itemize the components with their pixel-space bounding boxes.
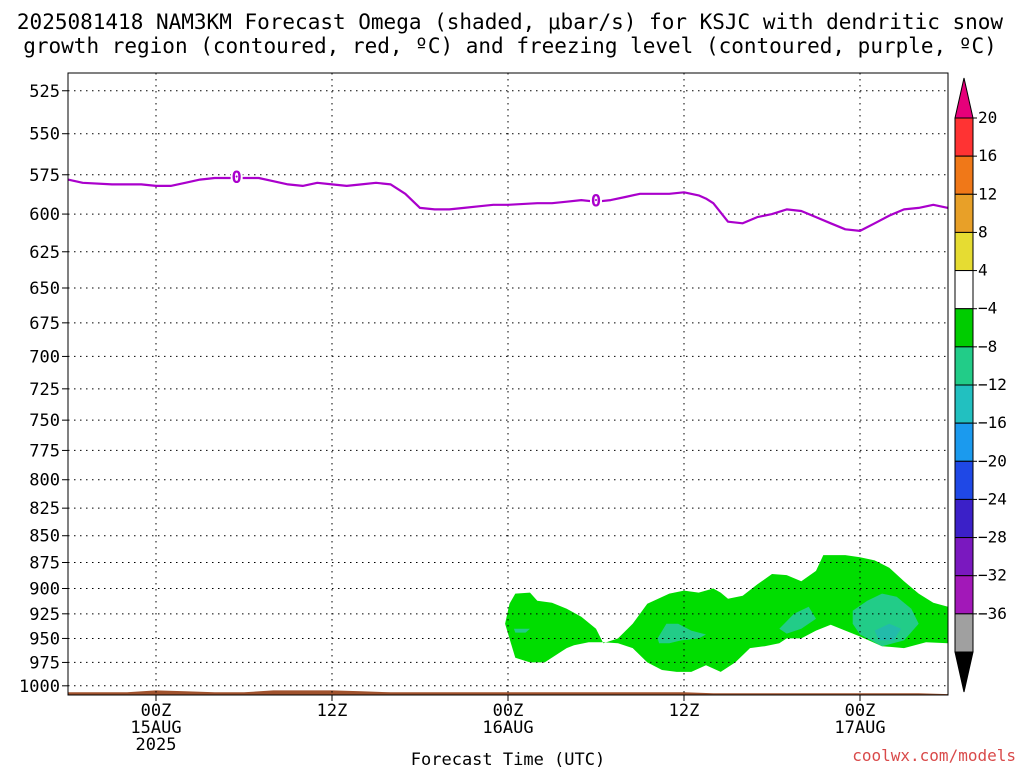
y-tick-label: 800: [29, 471, 60, 491]
colorbar-top-arrow: [954, 77, 974, 119]
omega-region-3: [657, 623, 706, 644]
colorbar-box: [954, 575, 974, 615]
y-tick-label: 575: [29, 166, 60, 186]
chart-title-line2: growth region (contoured, red, ºC) and f…: [23, 34, 997, 58]
y-tick-label: 775: [29, 441, 60, 461]
colorbar: 20 16 12 8 4 −4 −8 −12 −16 −20 −24 −28 −32 −36: [954, 77, 1007, 693]
x-tick-label: 00Z: [493, 701, 524, 721]
y-tick-label: 925: [29, 605, 60, 625]
ground-terrain: [68, 690, 948, 695]
colorbar-label: −4: [978, 299, 997, 318]
colorbar-label: −12: [978, 375, 1007, 394]
colorbar-label: −32: [978, 566, 1007, 585]
x-axis-title: Forecast Time (UTC): [411, 750, 605, 768]
colorbar-box: [954, 384, 974, 424]
omega-region-5: [874, 623, 902, 641]
freezing-label-bg: [590, 193, 602, 210]
chart-title-line1: 2025081418 NAM3KM Forecast Omega (shaded…: [17, 10, 1004, 34]
colorbar-box: [954, 460, 974, 500]
y-axis: 525 550 575 600 625 650 675 700 725 750 775 800 825 8…: [19, 82, 68, 697]
x-tick-label: 16AUG: [482, 718, 533, 738]
colorbar-box: [954, 231, 974, 272]
x-tick-label: 00Z: [141, 701, 172, 721]
x-tick-label: 00Z: [845, 701, 876, 721]
colorbar-label: −8: [978, 337, 997, 356]
omega-region-1: [852, 593, 919, 647]
colorbar-box: [954, 422, 974, 462]
y-tick-label: 875: [29, 553, 60, 573]
y-tick-label: 850: [29, 527, 60, 547]
omega-region-4: [513, 628, 530, 633]
colorbar-box: [954, 613, 974, 653]
colorbar-box: [954, 498, 974, 539]
credit-text: coolwx.com/models: [852, 746, 1016, 765]
colorbar-box: [954, 537, 974, 577]
y-tick-label: 750: [29, 411, 60, 431]
freezing-label-bg: [230, 169, 243, 186]
y-tick-label: 825: [29, 499, 60, 519]
colorbar-label: −28: [978, 528, 1007, 547]
colorbar-box: [954, 155, 974, 195]
colorbar-label: 16: [978, 146, 997, 165]
omega-region-0: [505, 555, 948, 672]
colorbar-bottom-arrow: [954, 651, 974, 693]
y-tick-label: 1000: [19, 677, 60, 697]
colorbar-label: −16: [978, 413, 1007, 432]
freezing-level-label: 0: [591, 192, 601, 212]
y-tick-label: 975: [29, 653, 60, 673]
x-tick-label: 12Z: [317, 701, 348, 721]
y-tick-label: 600: [29, 205, 60, 225]
ground-polygon: [68, 690, 948, 695]
y-tick-label: 525: [29, 82, 60, 102]
x-tick-label: 17AUG: [834, 718, 885, 738]
colorbar-label: 12: [978, 184, 997, 203]
colorbar-label: 4: [978, 261, 988, 280]
colorbar-label: −36: [978, 604, 1007, 623]
colorbar-label: 8: [978, 222, 988, 241]
x-tick-label: 15AUG: [130, 718, 181, 738]
x-tick-label: 12Z: [669, 701, 700, 721]
colorbar-label: 20: [978, 108, 997, 127]
colorbar-box: [954, 270, 974, 310]
y-tick-label: 725: [29, 380, 60, 400]
colorbar-box: [954, 308, 974, 348]
y-tick-label: 650: [29, 279, 60, 299]
y-tick-label: 675: [29, 314, 60, 334]
colorbar-box: [954, 117, 974, 157]
y-tick-label: 550: [29, 125, 60, 145]
colorbar-label: −20: [978, 451, 1007, 470]
omega-shading: [505, 555, 948, 672]
freezing-level-contour: 00: [67, 168, 949, 232]
colorbar-box: [954, 346, 974, 386]
y-tick-label: 900: [29, 580, 60, 600]
colorbar-label: −24: [978, 489, 1007, 508]
y-tick-label: 700: [29, 347, 60, 367]
gridlines: [68, 73, 948, 695]
freezing-level-line: [67, 176, 949, 232]
x-tick-label: 2025: [136, 735, 177, 755]
y-tick-label: 625: [29, 243, 60, 263]
y-tick-label: 950: [29, 629, 60, 649]
freezing-level-label: 0: [232, 168, 242, 188]
plot-area: 00: [67, 72, 949, 696]
colorbar-box: [954, 193, 974, 233]
